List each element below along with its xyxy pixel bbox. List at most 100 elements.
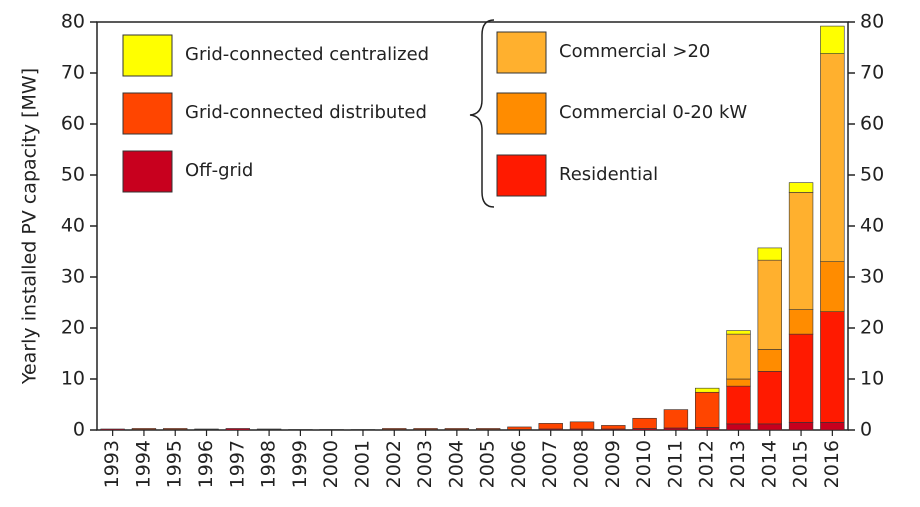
y-tick-label: 70 xyxy=(61,62,85,84)
bar-segment xyxy=(726,333,751,380)
bar-segment xyxy=(694,391,720,428)
bar-segment xyxy=(507,426,532,430)
y-tick-label: 0 xyxy=(73,419,85,441)
legend-swatch xyxy=(496,92,547,135)
bar-segment xyxy=(726,385,751,425)
x-tick-label: 2013 xyxy=(727,440,749,488)
bar-segment xyxy=(569,421,595,430)
bar-segment xyxy=(538,423,563,430)
bar-segment xyxy=(788,422,814,431)
legend-label: Commercial 0-20 kW xyxy=(559,102,747,123)
legend-brace xyxy=(469,19,495,208)
bar-segment xyxy=(131,428,157,430)
bar-segment xyxy=(757,259,782,350)
x-tick-label: 2007 xyxy=(539,440,561,488)
y2-tick-label: 50 xyxy=(860,164,884,186)
y-tick-label: 10 xyxy=(61,368,85,390)
x-tick-label: 1993 xyxy=(101,440,123,488)
legend-swatch xyxy=(496,154,547,197)
bar-segment xyxy=(694,427,720,431)
y2-tick-label: 70 xyxy=(860,62,884,84)
x-tick-label: 1998 xyxy=(258,440,280,488)
x-tick-label: 2005 xyxy=(477,440,499,488)
bar-segment xyxy=(288,429,313,431)
bar-segment xyxy=(413,428,438,430)
bar-segment xyxy=(820,25,845,54)
bar-segment xyxy=(757,349,782,372)
legend-swatch xyxy=(122,34,173,77)
bar-segment xyxy=(757,247,782,261)
bar-segment xyxy=(757,423,782,431)
x-tick-label: 1995 xyxy=(164,440,186,488)
legend-label: Commercial >20 xyxy=(559,41,710,62)
bar-segment xyxy=(163,428,188,430)
x-tick-label: 1997 xyxy=(226,440,248,488)
y2-tick-label: 80 xyxy=(860,11,884,33)
bar-segment xyxy=(788,309,814,335)
x-tick-label: 2015 xyxy=(790,440,812,488)
y-tick-label: 60 xyxy=(61,113,85,135)
bar-segment xyxy=(820,422,845,431)
y-tick-label: 20 xyxy=(61,317,85,339)
legend-label: Off-grid xyxy=(185,160,253,181)
legend-label: Grid-connected distributed xyxy=(185,102,427,123)
bar-segment xyxy=(319,429,344,431)
bar-segment xyxy=(632,417,657,429)
x-tick-label: 2016 xyxy=(821,440,843,488)
bar-segment xyxy=(788,182,814,193)
bar-segment xyxy=(382,428,407,430)
x-tick-label: 1999 xyxy=(289,440,311,488)
bar-segment xyxy=(350,429,376,431)
bar-segment xyxy=(194,428,219,430)
y2-tick-label: 30 xyxy=(860,266,884,288)
x-tick-label: 2011 xyxy=(664,440,686,488)
bar-segment xyxy=(726,378,751,387)
y-tick-label: 50 xyxy=(61,164,85,186)
x-tick-label: 2000 xyxy=(320,440,342,488)
bar-segment xyxy=(820,311,845,423)
bar-segment xyxy=(820,53,845,263)
bar-segment xyxy=(694,387,720,393)
bar-segment xyxy=(788,192,814,310)
y-axis-label: Yearly installed PV capacity [MW] xyxy=(19,68,41,385)
x-tick-label: 2003 xyxy=(414,440,436,488)
y2-tick-label: 20 xyxy=(860,317,884,339)
bar-segment xyxy=(788,333,814,423)
x-tick-label: 2014 xyxy=(758,440,780,488)
bar-segment xyxy=(726,330,751,335)
bar-segment xyxy=(475,428,501,430)
bar-segment xyxy=(225,428,251,431)
bar-segment xyxy=(663,409,689,429)
bar-segment xyxy=(726,423,751,431)
x-tick-label: 2008 xyxy=(571,440,593,488)
y2-tick-label: 40 xyxy=(860,215,884,237)
x-tick-label: 2006 xyxy=(508,440,530,488)
bar-segment xyxy=(100,428,125,431)
y2-tick-label: 60 xyxy=(860,113,884,135)
bar-segment xyxy=(663,427,689,431)
bar-segment xyxy=(444,428,470,430)
x-tick-label: 2010 xyxy=(633,440,655,488)
x-tick-label: 1994 xyxy=(132,440,154,488)
bar-segment xyxy=(820,261,845,312)
bar-segment xyxy=(256,428,282,430)
legend-label: Residential xyxy=(559,164,658,185)
x-tick-label: 2012 xyxy=(696,440,718,488)
y-tick-label: 80 xyxy=(61,11,85,33)
y2-tick-label: 0 xyxy=(860,419,872,441)
legend-swatch xyxy=(496,31,547,74)
legend-swatch xyxy=(122,92,173,135)
x-tick-label: 2004 xyxy=(445,440,467,488)
y2-tick-label: 10 xyxy=(860,368,884,390)
legend-label: Grid-connected centralized xyxy=(185,44,429,65)
x-tick-label: 2009 xyxy=(602,440,624,488)
x-tick-label: 2001 xyxy=(351,440,373,488)
y-tick-label: 30 xyxy=(61,266,85,288)
legend-swatch xyxy=(122,150,173,193)
y-tick-label: 40 xyxy=(61,215,85,237)
bar-segment xyxy=(601,425,626,430)
x-tick-label: 1996 xyxy=(195,440,217,488)
x-tick-label: 2002 xyxy=(383,440,405,488)
